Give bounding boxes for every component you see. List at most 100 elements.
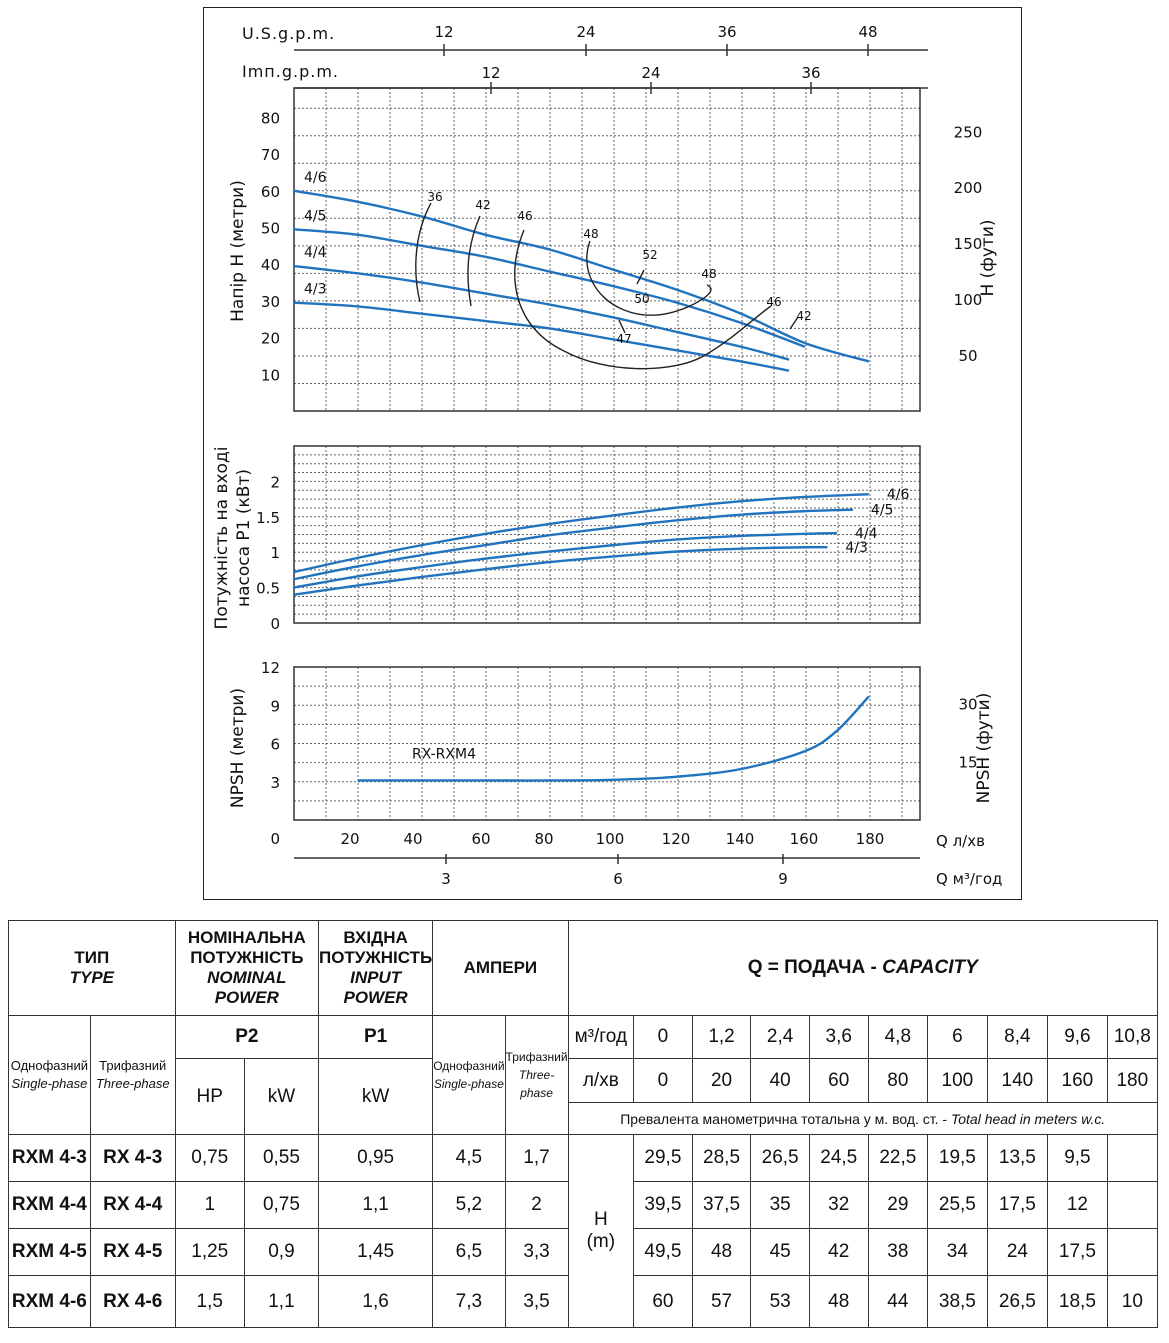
m3h-cell: 8,4: [986, 1015, 1049, 1059]
m3h-tick: 3: [441, 870, 451, 888]
power-plot-frame: [293, 445, 921, 624]
kw-value: 0,55: [243, 1134, 319, 1182]
single-phase-header: Однофазний Single-phase: [8, 1015, 91, 1135]
amps-three-value: 2: [504, 1181, 569, 1229]
efficiency-label: 42: [796, 309, 811, 323]
power-curve-4-5: [293, 508, 853, 581]
head-note: Превалента манометрична тотальна у м. во…: [567, 1102, 1159, 1135]
head-value: 38: [867, 1228, 929, 1276]
head-value: 18,5: [1047, 1275, 1108, 1328]
m3h-cell: 3,6: [808, 1015, 869, 1059]
efficiency-label: 42: [475, 198, 490, 212]
head-value: 17,5: [986, 1181, 1049, 1229]
npsh-series-label: RX-RXM4: [412, 746, 476, 762]
head-value: 45: [750, 1228, 810, 1276]
head-value: 38,5: [927, 1275, 988, 1328]
head-y-tick: 70: [261, 146, 280, 164]
head-value: 22,5: [867, 1134, 929, 1182]
head-value: 49,5: [633, 1228, 693, 1276]
power-y-tick: 0.5: [256, 580, 280, 598]
head-value: 60: [633, 1275, 693, 1328]
single-phase-model: RXM 4-5: [8, 1228, 91, 1276]
impgpm-tick: 36: [801, 64, 820, 82]
efficiency-iso-line: [514, 229, 772, 370]
three-phase-model: RX 4-4: [89, 1181, 176, 1229]
impgpm-tick: 24: [641, 64, 660, 82]
head-value: 48: [808, 1275, 869, 1328]
efficiency-label: 46: [766, 295, 781, 309]
power-series-label: 4/3: [845, 540, 868, 556]
head-value: 37,5: [691, 1181, 752, 1229]
lpm-cell: 80: [867, 1058, 929, 1103]
head-curve-4-3: [293, 301, 790, 372]
power-curve-4-3: [293, 545, 828, 596]
head-y-tick: 80: [261, 109, 280, 127]
efficiency-label: 48: [583, 227, 598, 241]
lpm-cell: 0: [633, 1058, 693, 1103]
head-value: 28,5: [691, 1134, 752, 1182]
lpm-tick: 20: [340, 830, 359, 848]
power-series-label: 4/5: [871, 503, 894, 519]
single-phase-model: RXM 4-3: [8, 1134, 91, 1182]
hp-value: 1: [174, 1181, 245, 1229]
lpm-cell: 140: [986, 1058, 1049, 1103]
m3h-cell: 4,8: [867, 1015, 929, 1059]
performance-charts: 1020304050607080501001502002504/64/54/44…: [212, 23, 1002, 888]
head-curve-4-6: [293, 189, 870, 363]
lpm-tick: 160: [790, 830, 819, 848]
lpm-cell: 100: [927, 1058, 988, 1103]
input-power-header: ВХІДНА ПОТУЖНІСТЬ INPUT POWER: [317, 920, 434, 1016]
lpm-unit: л/хв: [567, 1058, 635, 1103]
head-value: 10: [1106, 1275, 1159, 1328]
kw-value: 1,1: [243, 1275, 319, 1328]
m3h-unit: м³/год: [567, 1015, 635, 1059]
hp-header: HP: [174, 1058, 245, 1135]
table-row: RXM 4-3 RX 4-3 0,75 0,55 0,95 4,5 1,7 H (m) 29,5 2…: [8, 1134, 1159, 1328]
efficiency-label: 47: [616, 332, 631, 346]
usgpm-tick: 36: [717, 23, 736, 41]
lpm-label: Q л/хв: [936, 832, 985, 850]
head-y2-title: H (фути): [978, 220, 998, 297]
head-y-tick: 10: [261, 366, 280, 384]
h-unit: H (m): [567, 1134, 635, 1328]
three-phase-model: RX 4-5: [89, 1228, 176, 1276]
head-plot-frame: [293, 87, 921, 412]
impgpm-tick: 12: [481, 64, 500, 82]
head-value: 13,5: [986, 1134, 1049, 1182]
head-value: 32: [808, 1181, 869, 1229]
m3h-tick: 9: [778, 870, 788, 888]
three-phase-model: RX 4-6: [89, 1275, 176, 1328]
table-row: RXM 4-5 RX 4-5 1,25 0,9 1,45 6,5 3,3 49,5 48 45 42…: [8, 1228, 1159, 1276]
head-y2-tick: 50: [958, 347, 977, 365]
amps-header: АМПЕРИ: [432, 920, 569, 1016]
kw1-header: kW: [317, 1058, 434, 1135]
head-value: 19,5: [927, 1134, 988, 1182]
amps-three-value: 1,7: [504, 1134, 569, 1182]
amps-three-value: 3,5: [504, 1275, 569, 1328]
npsh-curve-RX-RXM4: [357, 695, 870, 782]
power-series-label: 4/4: [855, 526, 878, 542]
head-value: 9,5: [1047, 1134, 1108, 1182]
head-series-label: 4/6: [304, 170, 327, 186]
head-y-tick: 20: [261, 330, 280, 348]
efficiency-label: 52: [642, 248, 657, 262]
lpm-tick: 140: [726, 830, 755, 848]
head-y2-tick: 150: [954, 235, 983, 253]
head-value: 17,5: [1047, 1228, 1108, 1276]
head-value: 29,5: [633, 1134, 693, 1182]
head-value: 24,5: [808, 1134, 869, 1182]
amps-three-header: Трифазний Three-phase: [504, 1015, 569, 1135]
amps-single-header: Однофазний Single-phase: [432, 1015, 506, 1135]
table-row: RXM 4-6 RX 4-6 1,5 1,1 1,6 7,3 3,5 60 57 53 48 44 38…: [8, 1275, 1159, 1328]
power-y-tick: 1: [270, 544, 280, 562]
head-value: [1106, 1181, 1159, 1229]
p1-value: 1,45: [317, 1228, 434, 1276]
head-value: 42: [808, 1228, 869, 1276]
head-value: 48: [691, 1228, 752, 1276]
npsh-y2-title: NPSH (фути): [974, 693, 994, 804]
head-y-tick: 40: [261, 256, 280, 274]
h-unit-symbol: H: [593, 1209, 608, 1230]
npsh-y-tick: 6: [270, 736, 280, 754]
pump-data-table: ТИП TYPE НОМІНАЛЬНА ПОТУЖНІСТЬ NOMINAL POWE…: [8, 920, 1159, 1328]
head-y-title: Напір H (метри): [228, 180, 248, 322]
